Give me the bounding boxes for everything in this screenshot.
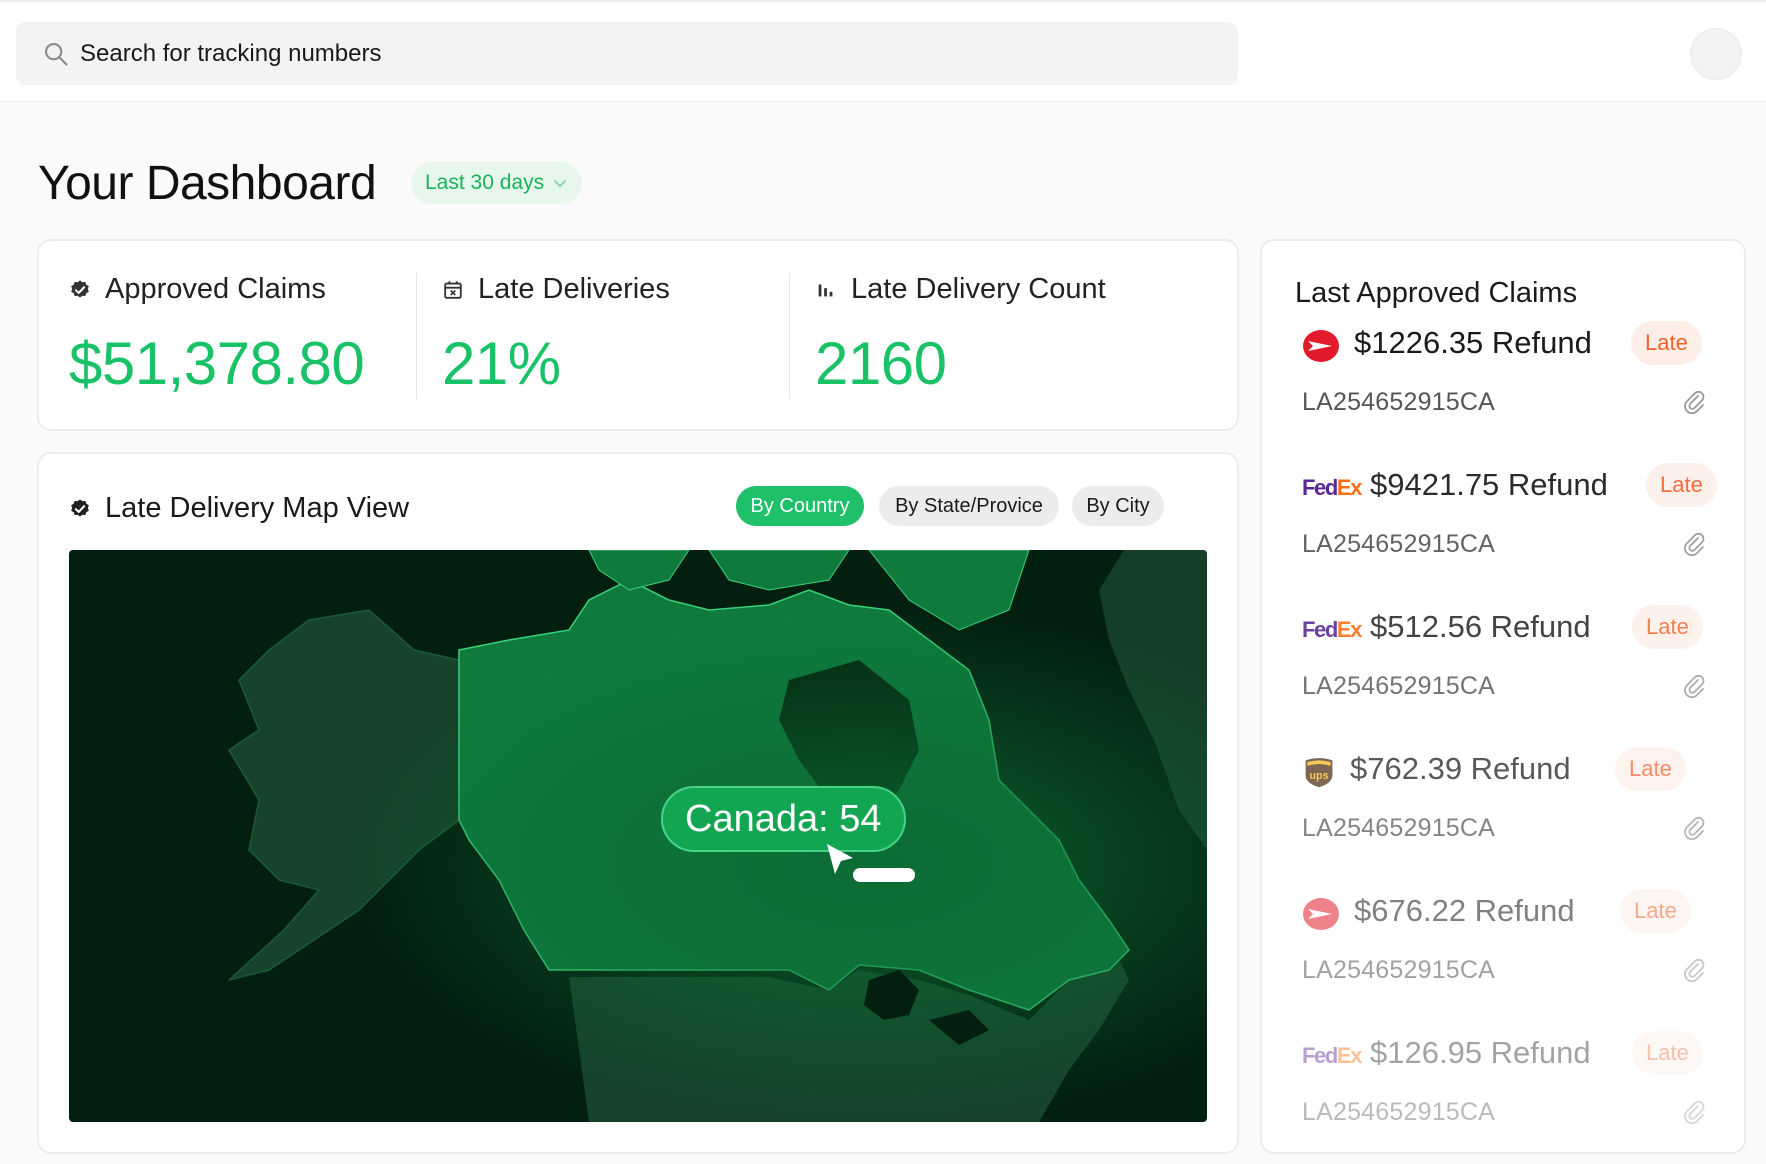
claim-amount: $9421.75 Refund bbox=[1370, 467, 1608, 502]
last-approved-claims-card: Last Approved Claims $1226.35 Refund Lat… bbox=[1260, 239, 1746, 1154]
avatar[interactable] bbox=[1690, 28, 1742, 80]
cursor-pointer-icon bbox=[827, 844, 853, 874]
search-input[interactable] bbox=[80, 39, 1180, 68]
tab-by-country[interactable]: By Country bbox=[736, 486, 864, 526]
map-card: Late Delivery Map View By Country By Sta… bbox=[37, 452, 1239, 1154]
tracking-number: LA254652915CA bbox=[1302, 388, 1496, 416]
stat-value: 21% bbox=[442, 330, 561, 397]
stat-label: Approved Claims bbox=[105, 273, 326, 305]
list-item[interactable]: FedEx $9421.75 Refund Late LA254652915CA bbox=[1262, 455, 1744, 597]
north-america-map bbox=[69, 550, 1207, 1122]
paperclip-icon[interactable] bbox=[1682, 1099, 1706, 1125]
claim-amount: $676.22 Refund bbox=[1354, 893, 1575, 928]
claim-amount: $126.95 Refund bbox=[1370, 1035, 1591, 1070]
paperclip-icon[interactable] bbox=[1682, 389, 1706, 415]
stat-late-deliveries: Late Deliveries 21% bbox=[412, 241, 782, 431]
list-item[interactable]: FedEx $512.56 Refund Late LA254652915CA bbox=[1262, 597, 1744, 739]
tab-by-state-province[interactable]: By State/Provice bbox=[879, 486, 1059, 526]
verified-badge-icon bbox=[71, 279, 89, 298]
paperclip-icon[interactable] bbox=[1682, 815, 1706, 841]
paperclip-icon[interactable] bbox=[1682, 957, 1706, 983]
stat-value: 2160 bbox=[815, 330, 947, 397]
top-bar bbox=[0, 0, 1766, 102]
claim-amount: $1226.35 Refund bbox=[1354, 325, 1592, 360]
stats-card: Approved Claims $51,378.80 Late Deliveri… bbox=[37, 239, 1239, 431]
claim-amount: $762.39 Refund bbox=[1350, 751, 1571, 786]
ups-logo-icon: ups bbox=[1305, 758, 1333, 788]
search-bar[interactable] bbox=[16, 22, 1238, 85]
tracking-number: LA254652915CA bbox=[1302, 530, 1496, 558]
list-item[interactable]: $1226.35 Refund Late LA254652915CA bbox=[1262, 313, 1744, 455]
list-item[interactable]: ups $762.39 Refund Late LA254652915CA bbox=[1262, 739, 1744, 881]
stat-late-delivery-count: Late Delivery Count 2160 bbox=[785, 241, 1225, 431]
canada-post-logo-icon bbox=[1303, 898, 1339, 930]
tab-by-city[interactable]: By City bbox=[1072, 486, 1164, 526]
status-badge: Late bbox=[1631, 321, 1702, 365]
stat-approved-claims: Approved Claims $51,378.80 bbox=[39, 241, 407, 431]
list-item[interactable]: FedEx $126.95 Refund Late LA254652915CA bbox=[1262, 1023, 1744, 1152]
map-title-label: Late Delivery Map View bbox=[105, 492, 410, 524]
map-tooltip: Canada: 54 bbox=[661, 786, 906, 852]
status-badge: Late bbox=[1620, 889, 1691, 933]
tracking-number: LA254652915CA bbox=[1302, 814, 1496, 842]
status-badge: Late bbox=[1632, 1031, 1703, 1075]
calendar-x-icon bbox=[444, 280, 462, 299]
claim-amount: $512.56 Refund bbox=[1370, 609, 1591, 644]
map-tooltip-label: Canada: 54 bbox=[685, 797, 882, 840]
great-lakes-shape bbox=[864, 970, 919, 1020]
great-lakes-shape bbox=[929, 1010, 989, 1045]
cursor-label-bar bbox=[853, 868, 915, 882]
fedex-logo-icon: FedEx bbox=[1302, 475, 1362, 500]
stat-divider bbox=[789, 273, 790, 399]
delivery-map[interactable]: Canada: 54 bbox=[69, 550, 1207, 1122]
date-range-dropdown[interactable]: Last 30 days bbox=[411, 162, 583, 204]
page-title: Your Dashboard bbox=[38, 157, 377, 210]
stat-divider bbox=[416, 273, 417, 399]
search-icon bbox=[45, 42, 68, 66]
stat-label: Late Delivery Count bbox=[851, 273, 1106, 305]
chevron-down-icon bbox=[554, 180, 566, 187]
status-badge: Late bbox=[1615, 747, 1686, 791]
map-title: Late Delivery Map View bbox=[69, 492, 409, 525]
paperclip-icon[interactable] bbox=[1682, 673, 1706, 699]
paperclip-icon[interactable] bbox=[1682, 531, 1706, 557]
status-badge: Late bbox=[1632, 605, 1703, 649]
verified-badge-icon bbox=[71, 498, 89, 517]
stat-value: $51,378.80 bbox=[69, 330, 365, 397]
status-badge: Late bbox=[1646, 463, 1717, 507]
list-item[interactable]: $676.22 Refund Late LA254652915CA bbox=[1262, 881, 1744, 1023]
fedex-logo-icon: FedEx bbox=[1302, 1043, 1362, 1068]
date-range-label: Last 30 days bbox=[425, 171, 545, 194]
stat-label: Late Deliveries bbox=[478, 273, 670, 305]
tracking-number: LA254652915CA bbox=[1302, 956, 1496, 984]
tracking-number: LA254652915CA bbox=[1302, 672, 1496, 700]
svg-text:ups: ups bbox=[1309, 770, 1328, 782]
tracking-number: LA254652915CA bbox=[1302, 1098, 1496, 1126]
canada-post-logo-icon bbox=[1303, 330, 1339, 362]
claims-title: Last Approved Claims bbox=[1295, 277, 1578, 309]
bar-chart-icon bbox=[818, 284, 833, 296]
fedex-logo-icon: FedEx bbox=[1302, 617, 1362, 642]
